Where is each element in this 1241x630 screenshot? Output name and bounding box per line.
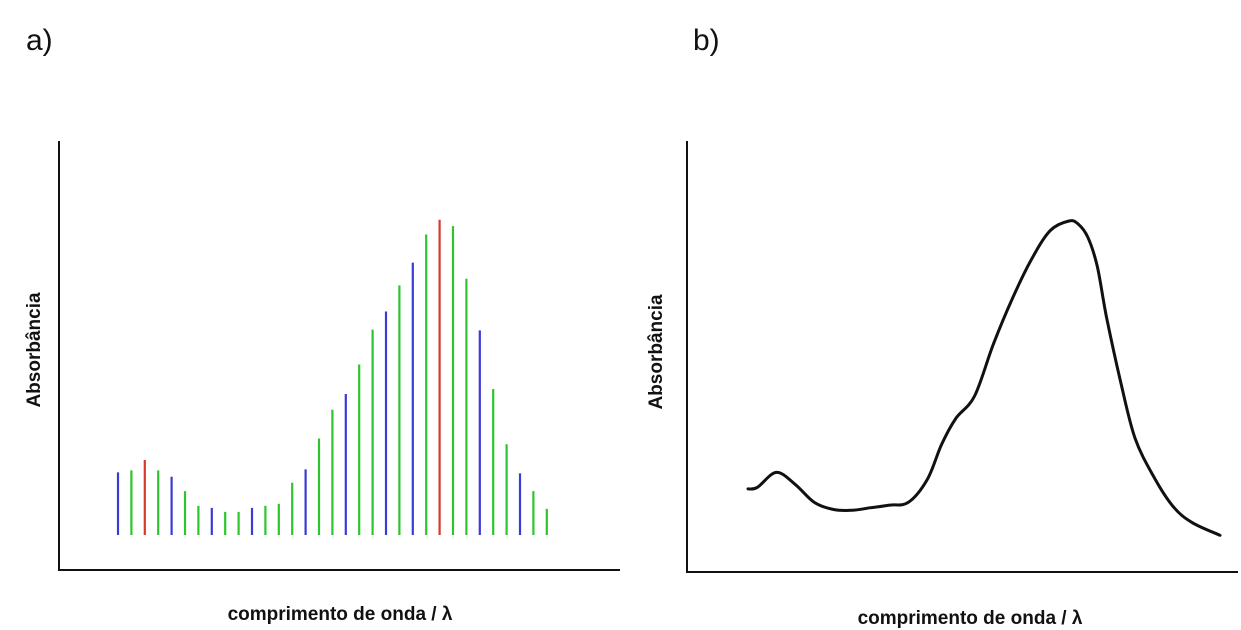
panel-b-absorbance-curve [746,219,1222,537]
panel-a: a) Absorbância comprimento de onda / λ [24,24,620,625]
panel-b: b) Absorbância comprimento de onda / λ [646,24,1238,629]
panel-a-bars [116,219,548,535]
panel-b-label: b) [693,24,720,57]
panel-a-x-axis-title: comprimento de onda / λ [228,604,453,625]
panel-b-y-axis-title: Absorbância [646,294,667,410]
panel-a-y-axis-title: Absorbância [24,292,45,408]
panel-b-x-axis-title: comprimento de onda / λ [858,608,1083,629]
panel-a-label: a) [26,24,53,57]
